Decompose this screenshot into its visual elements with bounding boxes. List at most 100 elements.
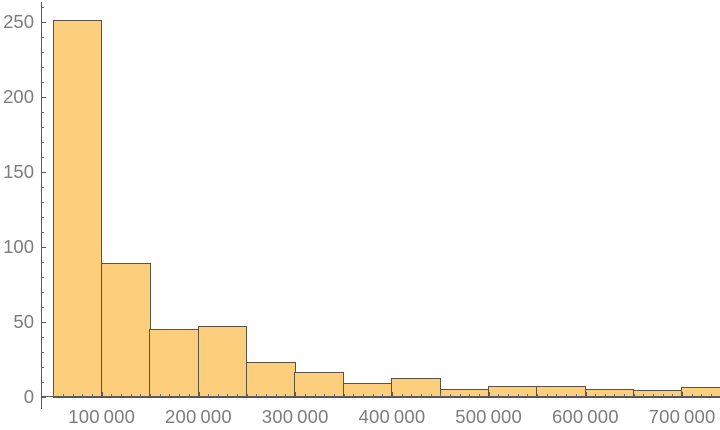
y-minor-tick — [41, 291, 44, 293]
y-minor-tick — [41, 202, 44, 204]
x-minor-tick — [517, 394, 519, 397]
x-minor-tick — [498, 394, 500, 397]
y-minor-tick — [41, 366, 44, 368]
x-minor-tick — [420, 394, 422, 397]
x-tick-label: 300 000 — [261, 406, 329, 427]
x-minor-tick — [324, 394, 326, 397]
x-minor-tick — [169, 394, 171, 397]
x-major-tick — [198, 391, 200, 397]
x-minor-tick — [459, 394, 461, 397]
histogram-bar — [52, 20, 103, 398]
y-tick-label: 200 — [3, 86, 34, 108]
y-minor-tick — [41, 217, 44, 219]
x-minor-tick — [362, 394, 364, 397]
x-minor-tick — [575, 394, 577, 397]
x-minor-tick — [507, 394, 509, 397]
y-minor-tick — [41, 276, 44, 278]
y-tick-label: 250 — [3, 11, 34, 33]
x-axis-line — [41, 396, 720, 398]
histogram-bar — [391, 378, 441, 398]
x-minor-tick — [130, 394, 132, 397]
x-minor-tick — [430, 394, 432, 397]
x-minor-tick — [111, 394, 113, 397]
x-minor-tick — [382, 394, 384, 397]
x-tick-label: 600 000 — [551, 406, 619, 427]
x-minor-tick — [217, 394, 219, 397]
x-major-tick — [101, 391, 103, 397]
x-minor-tick — [537, 394, 538, 397]
y-tick-label: 0 — [23, 385, 34, 407]
y-tick-label: 100 — [3, 236, 34, 257]
y-minor-tick — [41, 232, 44, 234]
x-minor-tick — [227, 394, 229, 397]
y-minor-tick — [41, 7, 44, 9]
x-minor-tick — [449, 394, 451, 397]
x-minor-tick — [595, 394, 597, 397]
x-minor-tick — [701, 394, 703, 397]
x-minor-tick — [711, 394, 713, 397]
x-minor-tick — [624, 394, 626, 397]
x-minor-tick — [653, 394, 655, 397]
histogram-bar — [294, 372, 345, 398]
x-minor-tick — [556, 394, 558, 397]
x-minor-tick — [478, 394, 480, 397]
y-minor-tick — [41, 351, 44, 353]
y-minor-tick — [41, 306, 44, 308]
x-minor-tick — [411, 394, 413, 397]
x-minor-tick — [285, 394, 287, 397]
x-minor-tick — [208, 394, 210, 397]
x-minor-tick — [633, 394, 635, 397]
x-minor-tick — [121, 394, 123, 397]
x-major-tick — [391, 391, 394, 397]
y-minor-tick — [41, 261, 44, 263]
x-tick-label: 200 000 — [165, 406, 232, 427]
y-minor-tick — [41, 187, 44, 189]
x-minor-tick — [662, 394, 664, 397]
x-minor-tick — [614, 394, 616, 397]
x-minor-tick — [82, 394, 84, 397]
x-minor-tick — [150, 394, 152, 397]
x-minor-tick — [237, 394, 239, 397]
y-tick-label: 50 — [13, 310, 34, 332]
y-minor-tick — [41, 157, 44, 159]
x-minor-tick — [372, 394, 374, 397]
y-major-tick — [41, 321, 47, 324]
x-minor-tick — [672, 394, 674, 397]
x-minor-tick — [343, 394, 345, 397]
x-minor-tick — [159, 394, 161, 397]
x-major-tick — [295, 391, 297, 397]
x-minor-tick — [440, 394, 442, 397]
x-minor-tick — [604, 394, 606, 397]
x-minor-tick — [333, 394, 335, 397]
x-major-tick — [488, 391, 490, 397]
y-minor-tick — [41, 52, 44, 54]
x-minor-tick — [72, 394, 74, 397]
y-minor-tick — [41, 67, 44, 69]
x-tick-label: 500 000 — [455, 406, 523, 427]
x-minor-tick — [266, 394, 268, 397]
x-minor-tick — [140, 394, 142, 397]
x-minor-tick — [256, 394, 258, 397]
y-major-tick — [41, 22, 47, 24]
x-minor-tick — [246, 394, 248, 397]
y-axis-line — [41, 1, 43, 409]
x-minor-tick — [179, 394, 181, 397]
x-minor-tick — [469, 394, 471, 397]
y-minor-tick — [41, 127, 44, 129]
x-minor-tick — [643, 394, 645, 397]
x-minor-tick — [53, 394, 55, 397]
y-minor-tick — [41, 82, 44, 84]
x-minor-tick — [566, 394, 568, 397]
y-minor-tick — [41, 336, 44, 338]
y-minor-tick — [41, 381, 44, 383]
x-tick-label: 700 000 — [648, 406, 716, 427]
y-minor-tick — [41, 37, 44, 39]
histogram-bar — [101, 262, 151, 398]
x-minor-tick — [275, 394, 277, 397]
x-tick-label: 400 000 — [358, 406, 426, 427]
y-major-tick — [41, 247, 47, 249]
x-minor-tick — [401, 394, 403, 397]
y-minor-tick — [41, 142, 44, 144]
y-minor-tick — [41, 112, 44, 114]
